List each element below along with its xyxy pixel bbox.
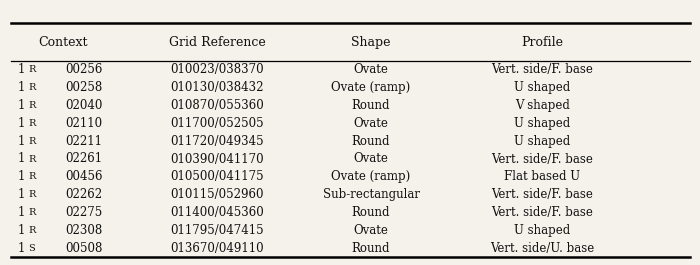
Text: 00256: 00256 (65, 63, 103, 76)
Text: 1: 1 (17, 135, 25, 148)
Text: U shaped: U shaped (514, 117, 570, 130)
Text: 010870/055360: 010870/055360 (170, 99, 264, 112)
Text: 02110: 02110 (65, 117, 103, 130)
Text: 02211: 02211 (66, 135, 102, 148)
Text: Vert. side/F. base: Vert. side/F. base (491, 188, 594, 201)
Text: Ovate: Ovate (354, 224, 388, 237)
Text: Profile: Profile (522, 36, 564, 49)
Text: U shaped: U shaped (514, 224, 570, 237)
Text: 1: 1 (17, 224, 25, 237)
Text: 1: 1 (17, 242, 25, 255)
Text: R: R (28, 83, 36, 92)
Text: Ovate: Ovate (354, 63, 388, 76)
Text: 02040: 02040 (65, 99, 103, 112)
Text: 1: 1 (17, 206, 25, 219)
Text: Grid Reference: Grid Reference (169, 36, 265, 49)
Text: 02275: 02275 (65, 206, 103, 219)
Text: Ovate (ramp): Ovate (ramp) (331, 81, 411, 94)
Text: V shaped: V shaped (515, 99, 570, 112)
Text: 011795/047415: 011795/047415 (170, 224, 264, 237)
Text: Sub-rectangular: Sub-rectangular (323, 188, 419, 201)
Text: 010390/041170: 010390/041170 (170, 152, 264, 166)
Text: 010130/038432: 010130/038432 (170, 81, 264, 94)
Text: Shape: Shape (351, 36, 391, 49)
Text: R: R (28, 119, 36, 128)
Text: Flat based U: Flat based U (505, 170, 580, 183)
Text: Round: Round (351, 135, 391, 148)
Text: 010023/038370: 010023/038370 (170, 63, 264, 76)
Text: U shaped: U shaped (514, 135, 570, 148)
Text: 02308: 02308 (65, 224, 103, 237)
Text: 02262: 02262 (65, 188, 103, 201)
Text: R: R (28, 226, 36, 235)
Text: 010500/041175: 010500/041175 (170, 170, 264, 183)
Text: 011700/052505: 011700/052505 (170, 117, 264, 130)
Text: R: R (28, 101, 36, 110)
Text: Vert. side/F. base: Vert. side/F. base (491, 63, 594, 76)
Text: 1: 1 (17, 152, 25, 166)
Text: S: S (28, 244, 35, 253)
Text: R: R (28, 190, 36, 199)
Text: 1: 1 (17, 117, 25, 130)
Text: Ovate: Ovate (354, 152, 388, 166)
Text: U shaped: U shaped (514, 81, 570, 94)
Text: R: R (28, 154, 36, 164)
Text: 011720/049345: 011720/049345 (170, 135, 264, 148)
Text: 00456: 00456 (65, 170, 103, 183)
Text: 1: 1 (17, 188, 25, 201)
Text: R: R (28, 65, 36, 74)
Text: Ovate: Ovate (354, 117, 388, 130)
Text: Vert. side/F. base: Vert. side/F. base (491, 206, 594, 219)
Text: Round: Round (351, 99, 391, 112)
Text: Vert. side/F. base: Vert. side/F. base (491, 152, 594, 166)
Text: Round: Round (351, 242, 391, 255)
Text: Context: Context (38, 36, 88, 49)
Text: 010115/052960: 010115/052960 (170, 188, 264, 201)
Text: 013670/049110: 013670/049110 (170, 242, 264, 255)
Text: 02261: 02261 (65, 152, 103, 166)
Text: 1: 1 (17, 170, 25, 183)
Text: Ovate (ramp): Ovate (ramp) (331, 170, 411, 183)
Text: R: R (28, 172, 36, 181)
Text: 011400/045360: 011400/045360 (170, 206, 264, 219)
Text: 00258: 00258 (65, 81, 103, 94)
Text: 1: 1 (17, 99, 25, 112)
Text: R: R (28, 208, 36, 217)
Text: 1: 1 (17, 63, 25, 76)
Text: R: R (28, 137, 36, 146)
Text: 00508: 00508 (65, 242, 103, 255)
Text: 1: 1 (17, 81, 25, 94)
Text: Vert. side/U. base: Vert. side/U. base (491, 242, 594, 255)
Text: Round: Round (351, 206, 391, 219)
